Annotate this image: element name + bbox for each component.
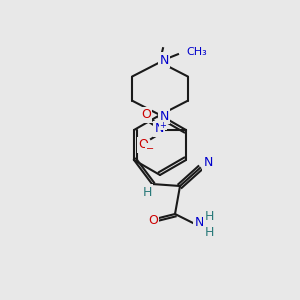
Text: N: N bbox=[159, 110, 169, 122]
Text: N: N bbox=[154, 122, 164, 136]
Text: +: + bbox=[160, 121, 167, 130]
Text: CH₃: CH₃ bbox=[186, 47, 207, 57]
Text: H: H bbox=[204, 209, 214, 223]
Text: N: N bbox=[159, 54, 169, 67]
Text: N: N bbox=[203, 157, 213, 169]
Text: N: N bbox=[194, 217, 204, 230]
Text: O: O bbox=[148, 214, 158, 226]
Text: H: H bbox=[204, 226, 214, 238]
Text: H: H bbox=[142, 185, 152, 199]
Text: O: O bbox=[141, 109, 151, 122]
Text: O: O bbox=[138, 139, 148, 152]
Text: −: − bbox=[146, 144, 154, 154]
